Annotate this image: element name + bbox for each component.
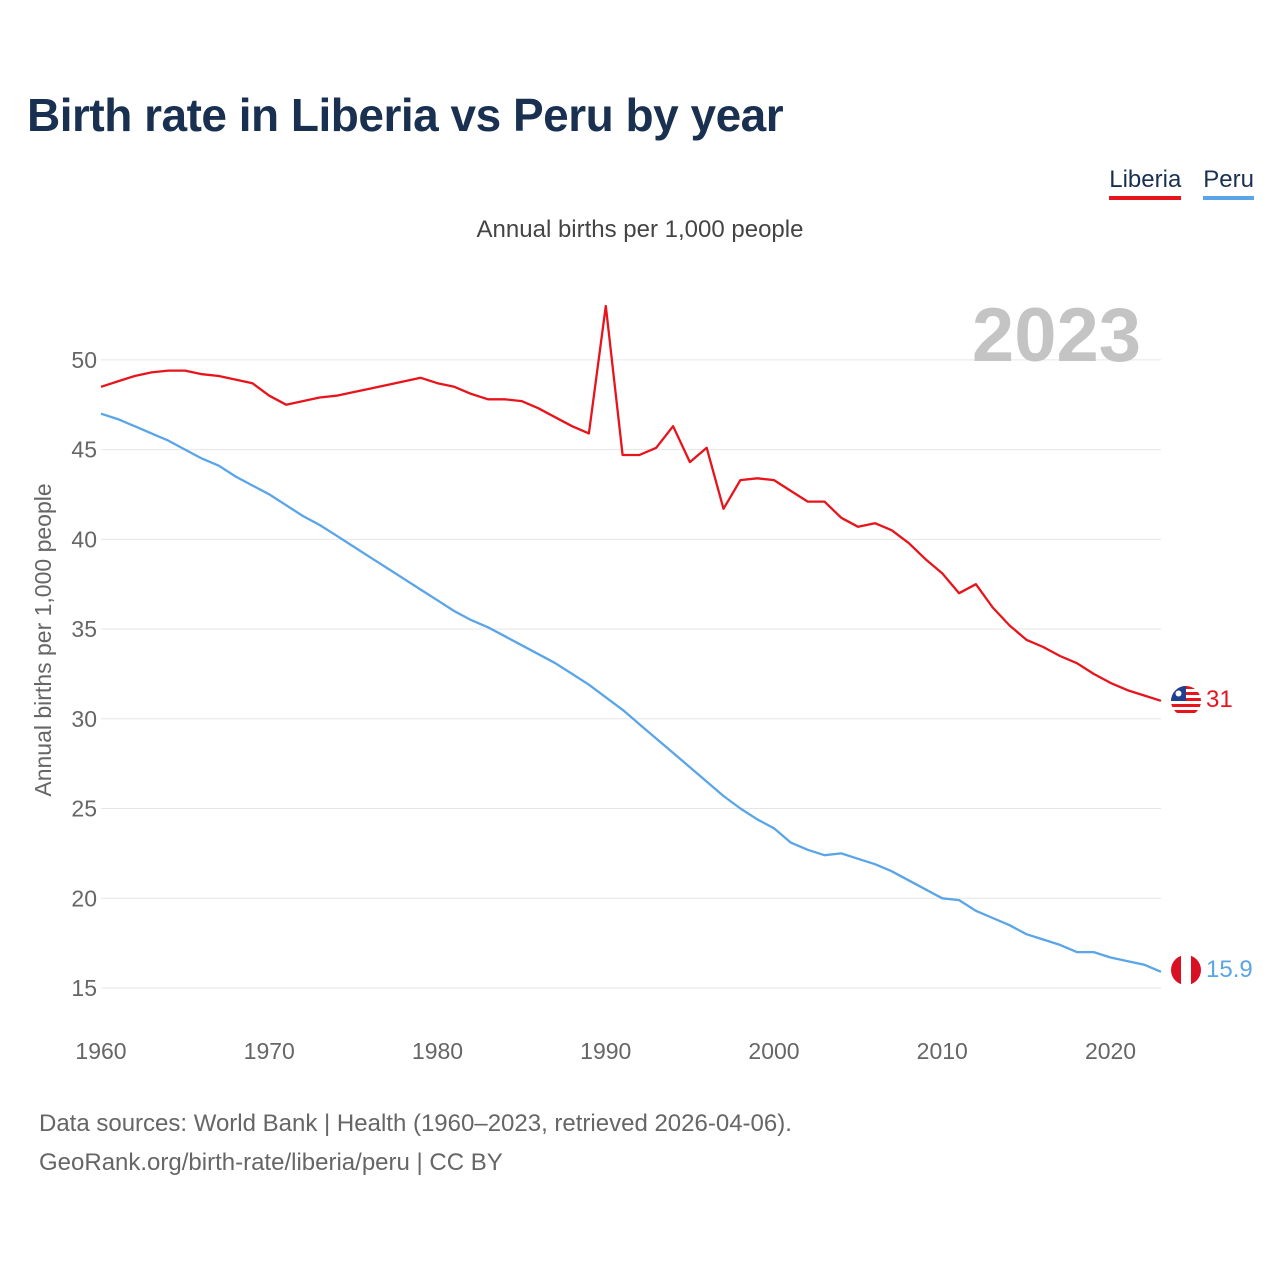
x-tick-1960: 1960 — [75, 1038, 126, 1064]
y-tick-30: 30 — [71, 706, 97, 732]
x-tick-2020: 2020 — [1085, 1038, 1136, 1064]
legend: Liberia Peru — [1109, 166, 1254, 200]
y-tick-45: 45 — [71, 437, 97, 463]
y-tick-35: 35 — [71, 616, 97, 642]
x-tick-2010: 2010 — [917, 1038, 968, 1064]
y-tick-20: 20 — [71, 885, 97, 911]
series-line-liberia — [100, 304, 1162, 702]
y-axis-label: Annual births per 1,000 people — [30, 483, 56, 796]
legend-item-liberia[interactable]: Liberia — [1109, 166, 1182, 200]
y-tick-50: 50 — [71, 347, 97, 373]
x-tick-2000: 2000 — [748, 1038, 799, 1064]
x-tick-1980: 1980 — [412, 1038, 463, 1064]
y-tick-15: 15 — [71, 975, 97, 1001]
x-tick-1990: 1990 — [580, 1038, 631, 1064]
grid-lines — [101, 359, 1161, 989]
source-line: Data sources: World Bank | Health (1960–… — [39, 1110, 792, 1137]
chart-title: Birth rate in Liberia vs Peru by year — [27, 89, 784, 141]
liberia-flag-icon — [1171, 686, 1201, 716]
end-label-liberia: 31 — [1206, 686, 1233, 713]
x-axis-ticks: 1960 1970 1980 1990 2000 2010 2020 — [75, 1038, 1136, 1064]
data-source: Data sources: World Bank | Health (1960–… — [39, 1104, 792, 1182]
chart-subtitle: Annual births per 1,000 people — [476, 216, 804, 243]
source-link[interactable]: GeoRank.org/birth-rate/liberia/peru | CC… — [39, 1149, 503, 1176]
peru-flag-icon — [1171, 955, 1201, 985]
series-line-peru — [100, 412, 1162, 973]
legend-item-peru[interactable]: Peru — [1203, 166, 1254, 200]
y-tick-25: 25 — [71, 796, 97, 822]
year-label: 2023 — [972, 293, 1141, 378]
x-tick-1970: 1970 — [244, 1038, 295, 1064]
y-axis-ticks: 15 20 25 30 35 40 45 50 — [71, 347, 97, 1001]
end-label-peru: 15.9 — [1206, 956, 1253, 983]
series-lines — [100, 304, 1162, 973]
y-tick-40: 40 — [71, 526, 97, 552]
